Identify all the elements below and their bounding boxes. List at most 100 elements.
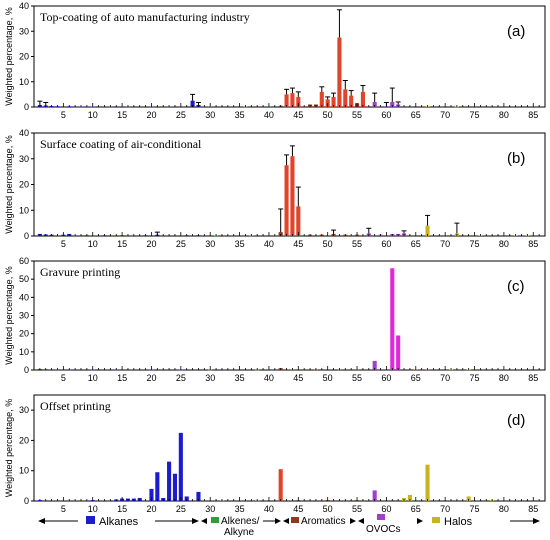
plot-frame [33,394,546,502]
y-tick-label: 10 [19,347,29,357]
bar [372,360,377,370]
x-tick-label: 70 [440,504,450,514]
x-tick-label: 35 [235,239,245,249]
y-tick-label: 40 [19,128,29,138]
y-tick-label: 0 [24,231,29,241]
arrow-head-right [350,518,356,524]
bar [390,268,395,370]
arrow-head-right [533,518,540,524]
y-tick-label: 30 [19,311,29,321]
bar [172,473,178,501]
x-tick-label: 35 [235,110,245,120]
panel-label: (d) [507,412,525,429]
x-tick-label: 60 [381,504,391,514]
x-tick-label: 55 [352,373,362,383]
bar [290,156,295,236]
x-tick-label: 40 [264,504,274,514]
x-tick-label: 45 [293,504,303,514]
x-tick-label: 80 [499,110,509,120]
legend-ovocs: OVOCs [366,524,400,535]
y-tick-label: 30 [19,405,29,415]
bar [331,96,336,107]
bar [296,96,301,107]
x-tick-label: 50 [323,504,333,514]
category-legend: Alkanes Alkenes/ Alkyne Aromatics OVOCs … [38,514,540,538]
bar [278,469,283,501]
x-tick-label: 45 [293,110,303,120]
x-tick-label: 60 [381,239,391,249]
x-tick-label: 85 [528,239,538,249]
x-tick-label: 5 [61,373,66,383]
x-tick-label: 55 [352,110,362,120]
y-axis-label: Weighted percentage, % [4,7,14,105]
x-tick-label: 25 [176,504,186,514]
x-tick-label: 45 [293,239,303,249]
x-tick-label: 40 [264,373,274,383]
x-tick-label: 85 [528,504,538,514]
x-tick-label: 50 [323,110,333,120]
x-tick-label: 70 [440,239,450,249]
y-tick-label: 30 [19,154,29,164]
x-tick-label: 10 [88,239,98,249]
x-tick-label: 25 [176,110,186,120]
x-tick-label: 75 [470,504,480,514]
x-tick-label: 60 [381,373,391,383]
bar [167,461,172,501]
y-tick-label: 20 [19,52,29,62]
panel-c: 0 10 20 30 40 50 60 5 10 15 20 25 30 35 40 45 50 55 60 65 70… [4,256,546,383]
y-axis-label: Weighted percentage, % [4,266,14,364]
y-tick-label: 20 [19,435,29,445]
ovocs-swatch [377,514,385,520]
bar [360,91,365,107]
x-tick-label: 50 [323,239,333,249]
y-axis-label: Weighted percentage, % [4,399,14,497]
x-tick-label: 50 [323,373,333,383]
x-tick-label: 70 [440,373,450,383]
arrow-head-left [38,518,45,524]
bar [372,490,377,501]
y-tick-label: 0 [24,102,29,112]
x-tick-label: 35 [235,373,245,383]
alkanes-swatch [86,516,95,524]
bar [155,472,160,501]
x-tick-label: 15 [117,504,127,514]
x-tick-label: 25 [176,373,186,383]
bar [466,496,471,501]
bar [425,464,430,501]
x-tick-label: 30 [205,239,215,249]
x-tick-label: 40 [264,239,274,249]
y-tick-label: 0 [24,496,29,506]
bar [196,491,201,501]
panel-label: (a) [507,23,525,40]
arrow-head-right [417,518,423,524]
legend-aromatics: Aromatics [301,516,345,527]
y-tick-label: 30 [19,26,29,36]
panel-label: (b) [507,150,525,167]
x-tick-label: 75 [470,373,480,383]
legend-halos: Halos [444,516,473,528]
arrow-head-right [192,518,199,524]
x-tick-label: 15 [117,239,127,249]
x-tick-label: 30 [205,504,215,514]
x-tick-label: 80 [499,373,509,383]
x-tick-label: 30 [205,373,215,383]
bar [296,206,301,236]
x-tick-label: 15 [117,373,127,383]
x-tick-label: 30 [205,110,215,120]
x-tick-label: 5 [61,239,66,249]
alkenes-swatch [211,517,219,523]
x-tick-label: 85 [528,373,538,383]
bar [343,89,348,107]
halos-swatch [432,517,440,523]
legend-alkenes: Alkenes/ [221,516,260,527]
bar [425,225,430,236]
panel-b: 0 10 20 30 40 5 10 15 20 25 30 35 40 45 50 55 60 65 70 75 80… [4,128,546,249]
arrow-head-left [283,518,289,524]
x-tick-label: 80 [499,504,509,514]
y-tick-label: 20 [19,180,29,190]
x-tick-label: 80 [499,239,509,249]
legend-alkanes: Alkanes [99,516,139,528]
x-tick-label: 65 [411,239,421,249]
